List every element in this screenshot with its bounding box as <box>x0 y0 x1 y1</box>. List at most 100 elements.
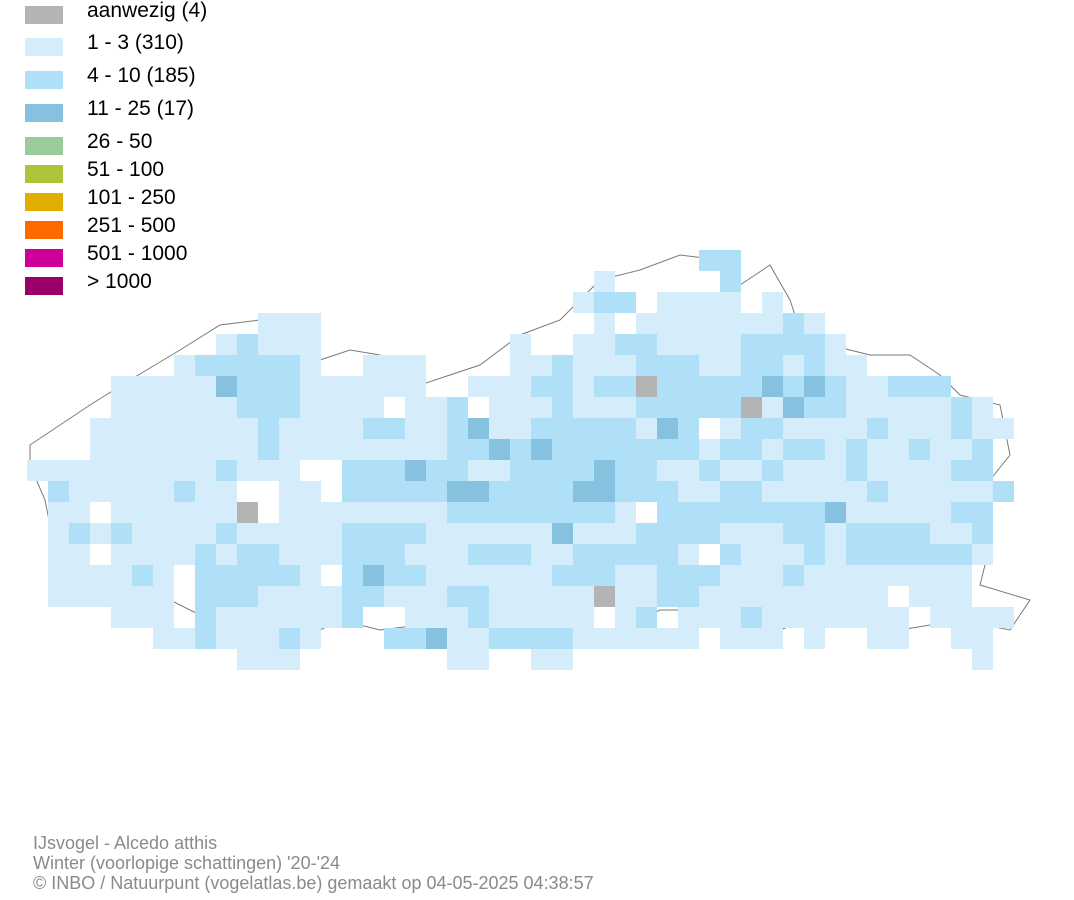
legend-swatch <box>25 165 63 183</box>
map-cell <box>741 607 762 628</box>
map-cell <box>384 355 405 376</box>
map-cell <box>783 565 804 586</box>
map-cell <box>342 586 363 607</box>
map-cell <box>615 439 636 460</box>
map-cell <box>972 523 993 544</box>
legend-label: 501 - 1000 <box>87 242 188 265</box>
legend-label: 51 - 100 <box>87 158 165 181</box>
map-cell <box>573 481 594 502</box>
map-cell <box>762 334 783 355</box>
map-cell <box>363 355 384 376</box>
map-cell <box>930 586 951 607</box>
map-cell <box>426 586 447 607</box>
map-cell <box>510 607 531 628</box>
map-cell <box>552 397 573 418</box>
map-cell <box>972 418 993 439</box>
map-cell <box>489 418 510 439</box>
map-cell <box>426 544 447 565</box>
map-cell <box>909 586 930 607</box>
map-cell <box>531 418 552 439</box>
map-cell <box>237 397 258 418</box>
map-cell <box>111 418 132 439</box>
map-cell <box>888 439 909 460</box>
map-cell <box>615 523 636 544</box>
map-cell <box>762 292 783 313</box>
map-cell <box>447 439 468 460</box>
map-cell <box>531 649 552 670</box>
map-cell <box>300 439 321 460</box>
map-cell <box>720 292 741 313</box>
map-cell <box>594 502 615 523</box>
map-cell <box>510 376 531 397</box>
map-cell <box>720 271 741 292</box>
map-cell <box>111 544 132 565</box>
map-cell <box>195 418 216 439</box>
map-cell <box>699 376 720 397</box>
map-cell <box>972 502 993 523</box>
map-cell <box>699 481 720 502</box>
map-cell <box>657 334 678 355</box>
map-cell <box>888 502 909 523</box>
map-cell <box>363 523 384 544</box>
map-cell <box>615 376 636 397</box>
map-cell <box>762 418 783 439</box>
map-cell <box>552 481 573 502</box>
map-cell <box>342 460 363 481</box>
map-cell <box>111 607 132 628</box>
map-cell <box>846 607 867 628</box>
map-cell <box>426 439 447 460</box>
map-cell <box>48 502 69 523</box>
map-cell <box>720 418 741 439</box>
map-cell <box>426 628 447 649</box>
map-cell <box>888 418 909 439</box>
map-cell <box>783 481 804 502</box>
map-cell <box>804 502 825 523</box>
map-cell <box>867 502 888 523</box>
map-cell <box>909 523 930 544</box>
map-cell <box>636 607 657 628</box>
map-cell <box>489 607 510 628</box>
map-cell <box>846 397 867 418</box>
map-cell <box>405 502 426 523</box>
map-cell <box>678 502 699 523</box>
map-cell <box>342 502 363 523</box>
map-cell <box>636 523 657 544</box>
map-cell <box>783 502 804 523</box>
map-cell <box>846 523 867 544</box>
map-cell <box>741 418 762 439</box>
map-cell <box>573 334 594 355</box>
map-cell <box>678 313 699 334</box>
map-cell <box>552 649 573 670</box>
map-cell <box>363 460 384 481</box>
map-cell <box>153 397 174 418</box>
map-cell <box>363 376 384 397</box>
map-cell <box>552 502 573 523</box>
map-cell <box>573 376 594 397</box>
map-cell <box>468 607 489 628</box>
map-cell <box>195 523 216 544</box>
map-cell <box>300 565 321 586</box>
map-cell <box>699 565 720 586</box>
map-cell <box>741 481 762 502</box>
map-cell <box>405 586 426 607</box>
map-cell <box>993 607 1014 628</box>
map-cell <box>804 628 825 649</box>
map-cell <box>48 544 69 565</box>
map-cell <box>468 586 489 607</box>
map-cell <box>846 586 867 607</box>
map-cell <box>573 586 594 607</box>
map-cell <box>405 418 426 439</box>
map-cell <box>888 397 909 418</box>
legend-label: 4 - 10 (185) <box>87 64 196 87</box>
map-cell <box>657 355 678 376</box>
map-cell <box>300 313 321 334</box>
map-cell <box>552 418 573 439</box>
map-cell <box>279 544 300 565</box>
map-cell <box>384 460 405 481</box>
map-cell <box>90 523 111 544</box>
map-cell <box>615 355 636 376</box>
map-cell <box>615 460 636 481</box>
map-cell <box>489 628 510 649</box>
map-cell <box>783 397 804 418</box>
map-cell <box>741 565 762 586</box>
